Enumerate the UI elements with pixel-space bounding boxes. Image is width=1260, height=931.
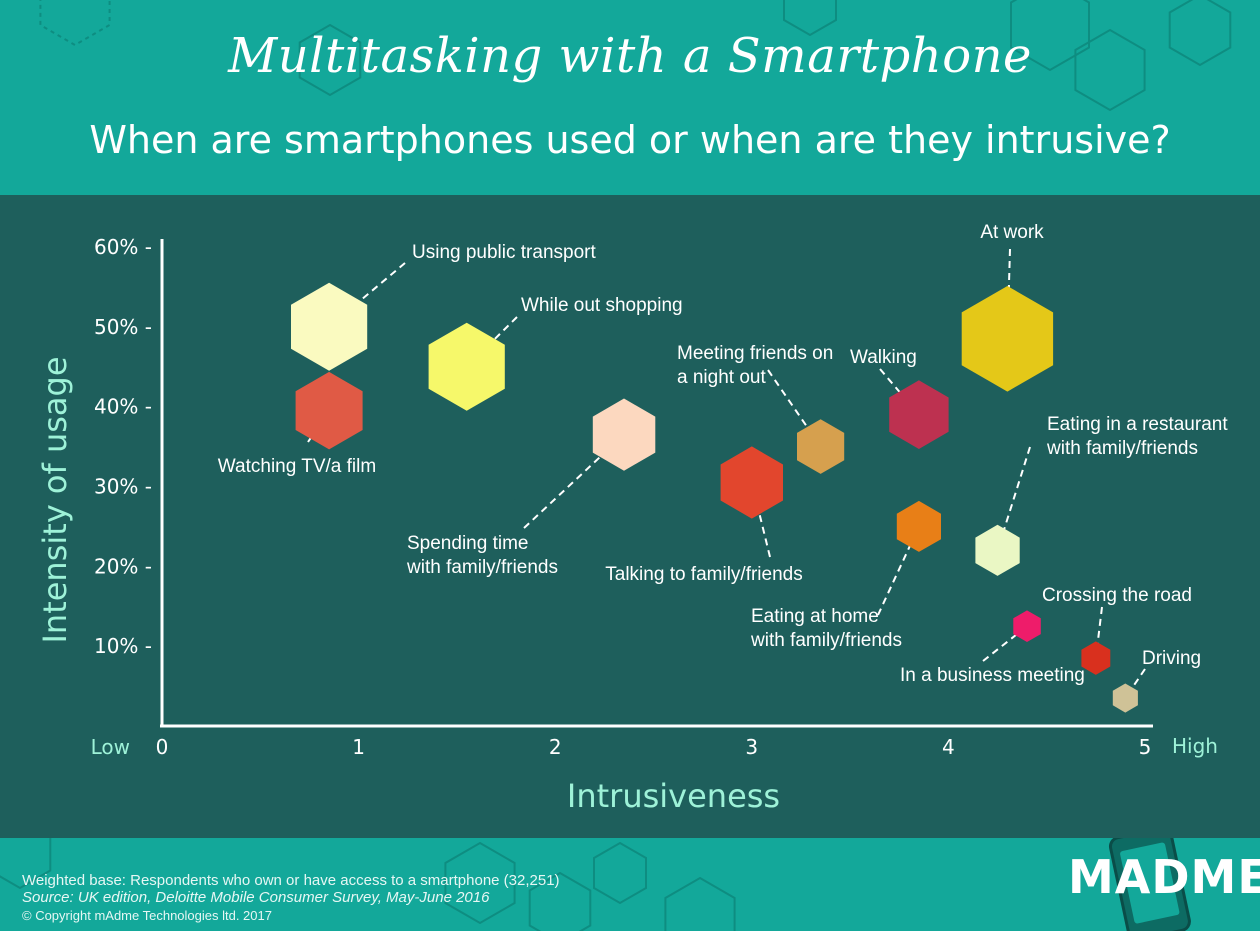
- x-axis-low-label: Low: [91, 735, 130, 759]
- x-axis-title: Intrusiveness: [567, 777, 780, 815]
- chart-axes: 10% - 20% - 30% - 40% - 50% - 60% - 0 1 2 3 4 5 Low H…: [36, 235, 1218, 815]
- decor-hexagon: [783, 0, 837, 37]
- x-tick-label: 1: [352, 735, 365, 759]
- decor-hexagon: [528, 871, 592, 931]
- y-tick-label: 10% -: [94, 634, 152, 658]
- bubble-chart: 10% - 20% - 30% - 40% - 50% - 60% - 0 1 2 3 4 5 Low H…: [36, 222, 1229, 815]
- data-point-label: Eating at home with family/friends: [750, 606, 902, 651]
- data-point-label: While out shopping: [521, 295, 683, 316]
- y-tick-label: 20% -: [94, 554, 152, 578]
- leader-line: [877, 525, 920, 616]
- decor-hexagon: [1074, 28, 1146, 112]
- x-axis-high-label: High: [1172, 734, 1218, 758]
- footer: Weighted base: Respondents who own or ha…: [0, 838, 1260, 931]
- data-point-label: In a business meeting: [900, 665, 1085, 686]
- decor-hexagon: [664, 876, 736, 931]
- data-point-label: Crossing the road: [1042, 585, 1192, 606]
- decor-hexagon: [298, 23, 362, 97]
- data-point-hexagon: [961, 286, 1054, 392]
- page-title: Multitasking with a Smartphone: [228, 28, 1032, 84]
- data-point-hexagon: [1112, 683, 1138, 713]
- data-point-hexagon: [797, 419, 845, 474]
- data-point-hexagon: [428, 322, 505, 411]
- decor-hexagon: [1010, 0, 1090, 72]
- data-point-hexagon: [592, 398, 656, 471]
- data-point-label: Driving: [1142, 648, 1201, 669]
- data-point-hexagon: [975, 524, 1020, 576]
- data-point-hexagon: [896, 500, 941, 552]
- y-tick-label: 60% -: [94, 235, 152, 259]
- x-tick-label: 4: [942, 735, 955, 759]
- x-tick-label: 5: [1139, 735, 1152, 759]
- decor-hexagon: [0, 838, 52, 890]
- x-tick-label: 3: [745, 735, 758, 759]
- data-point-hexagon: [720, 446, 783, 519]
- page-subtitle: When are smartphones used or when are th…: [89, 118, 1171, 162]
- decor-hexagon: [444, 841, 516, 925]
- x-tick-label: 0: [156, 735, 169, 759]
- data-point-label: Using public transport: [412, 242, 596, 263]
- hexagon-pattern-decoration-bottom: [0, 838, 736, 931]
- data-point-hexagon: [291, 282, 368, 371]
- data-point-label: At work: [980, 222, 1044, 243]
- data-point-label: Watching TV/a film: [218, 456, 376, 477]
- footnote-source: Source: UK edition, Deloitte Mobile Cons…: [22, 889, 490, 906]
- leader-line: [982, 625, 1028, 662]
- decor-hexagon: [1168, 0, 1232, 67]
- y-tick-label: 50% -: [94, 315, 152, 339]
- data-point-label: Talking to family/friends: [605, 564, 802, 585]
- data-point-hexagon: [295, 371, 363, 450]
- data-point-hexagon: [1081, 641, 1111, 675]
- madme-logo: MADME: [1060, 838, 1260, 931]
- hexagon-pattern-decoration: [39, 0, 1232, 112]
- y-tick-label: 40% -: [94, 395, 152, 419]
- data-point-label: Spending time with family/friends: [406, 533, 558, 578]
- data-point-hexagon: [1013, 610, 1041, 642]
- logo-text: MADME: [1068, 850, 1260, 904]
- footnote-base: Weighted base: Respondents who own or ha…: [22, 872, 560, 889]
- y-tick-label: 30% -: [94, 475, 152, 499]
- data-point-label: Eating in a restaurant with family/friend…: [1046, 414, 1228, 459]
- header: Multitasking with a Smartphone When are …: [0, 0, 1260, 195]
- data-marks: [291, 282, 1138, 713]
- chart-panel: [0, 195, 1260, 838]
- data-labels: Using public transport Watching TV/a film…: [218, 222, 1229, 686]
- leader-line: [328, 262, 406, 328]
- decor-hexagon: [593, 841, 647, 905]
- data-point-label: Walking: [850, 347, 917, 368]
- data-point-label: Meeting friends on a night out: [677, 343, 833, 388]
- x-tick-label: 2: [549, 735, 562, 759]
- phone-icon: [1108, 838, 1191, 931]
- data-point-hexagon: [889, 380, 949, 449]
- footnote-copyright: © Copyright mAdme Technologies ltd. 2017: [22, 908, 272, 923]
- y-axis-title: Intensity of usage: [36, 356, 74, 643]
